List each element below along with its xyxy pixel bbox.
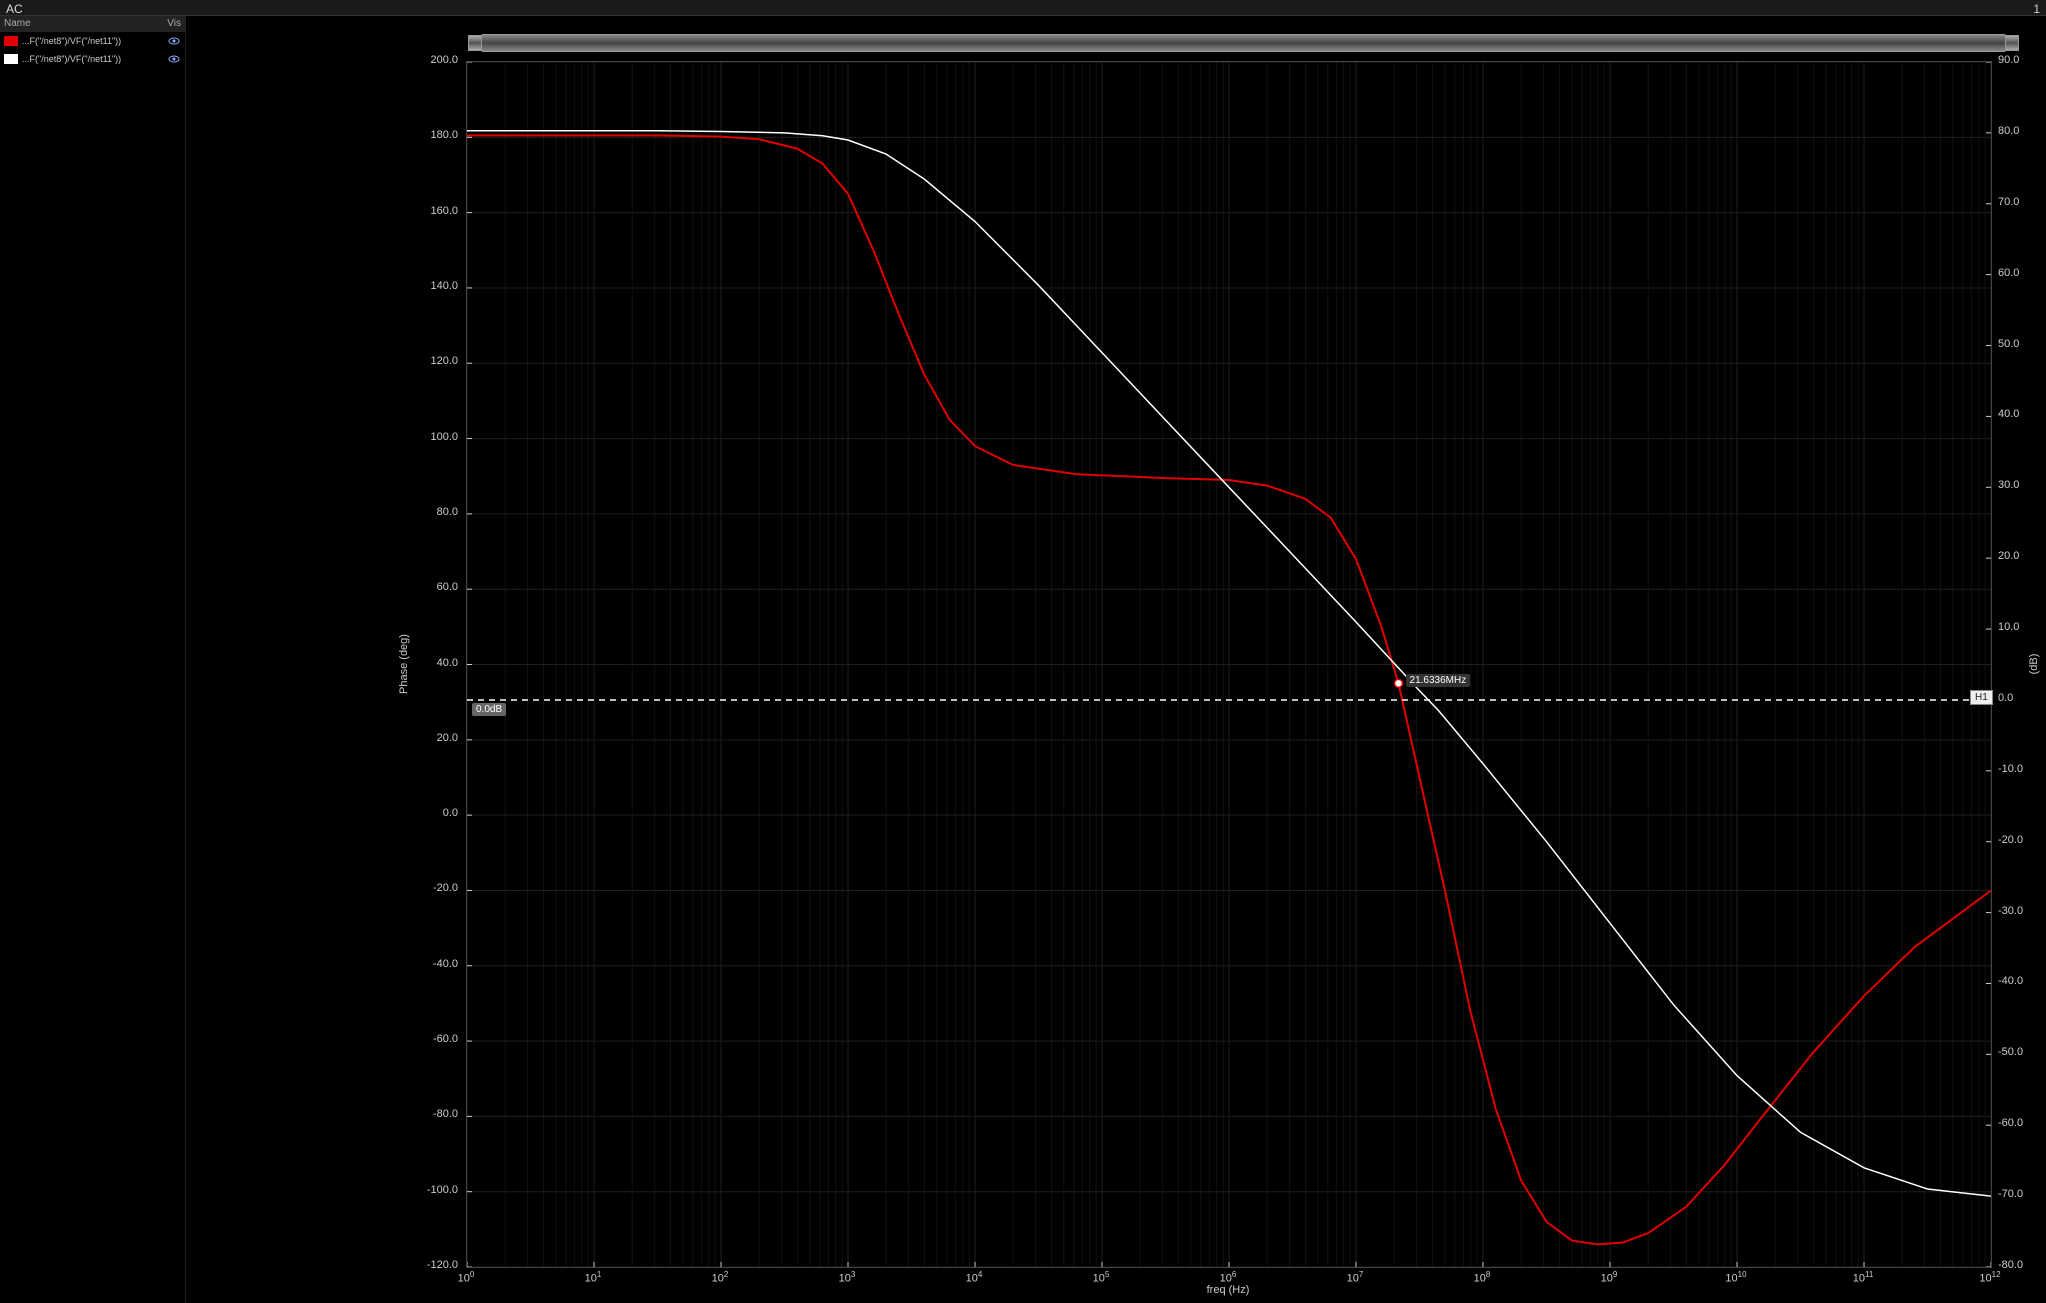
chart-area: 100 101 102 103 104 105 106 107 108 109 1010 1011 10… xyxy=(186,16,2046,1303)
x-tick-label: 107 xyxy=(1347,1270,1364,1285)
legend-swatch xyxy=(4,36,18,46)
y-left-tick-label: -60.0 xyxy=(433,1033,458,1045)
zero-db-badge[interactable]: 0.0dB xyxy=(472,703,506,716)
legend-item[interactable]: ...F("/net8")/VF("/net11")) xyxy=(0,50,185,68)
legend-item[interactable]: ...F("/net8")/VF("/net11")) xyxy=(0,32,185,50)
x-tick-label: 104 xyxy=(966,1270,983,1285)
x-tick-label: 100 xyxy=(458,1270,475,1285)
y-left-tick-label: 140.0 xyxy=(430,280,458,292)
legend-col-vis: Vis xyxy=(155,16,185,32)
y-right-tick-label: 90.0 xyxy=(1998,54,2019,66)
y-right-tick-label: 40.0 xyxy=(1998,408,2019,420)
y-right-tick-label: 60.0 xyxy=(1998,267,2019,279)
y-left-tick-label: -40.0 xyxy=(433,958,458,970)
window-title: AC xyxy=(6,2,23,16)
h-marker-badge[interactable]: H1 xyxy=(1970,690,1993,705)
y-right-tick-label: -60.0 xyxy=(1998,1117,2023,1129)
y-left-tick-label: -20.0 xyxy=(433,882,458,894)
bode-plot[interactable] xyxy=(466,61,1992,1268)
y-left-tick-label: 60.0 xyxy=(437,581,458,593)
y-right-tick-label: -40.0 xyxy=(1998,975,2023,987)
y-left-tick-label: -80.0 xyxy=(433,1108,458,1120)
y-right-tick-label: 80.0 xyxy=(1998,125,2019,137)
y-left-tick-label: 160.0 xyxy=(430,205,458,217)
legend-label: ...F("/net8")/VF("/net11")) xyxy=(22,54,163,64)
legend-swatch xyxy=(4,54,18,64)
y-right-axis-title: (dB) xyxy=(2028,653,2040,674)
y-right-tick-label: -50.0 xyxy=(1998,1046,2023,1058)
y-left-tick-label: 40.0 xyxy=(437,657,458,669)
x-tick-label: 106 xyxy=(1220,1270,1237,1285)
y-right-tick-label: -10.0 xyxy=(1998,763,2023,775)
marker-point[interactable] xyxy=(1395,679,1403,687)
x-tick-label: 101 xyxy=(585,1270,602,1285)
y-left-tick-label: 120.0 xyxy=(430,355,458,367)
x-tick-label: 1011 xyxy=(1853,1270,1874,1285)
y-left-tick-label: 0.0 xyxy=(443,807,458,819)
y-left-tick-label: -120.0 xyxy=(427,1259,458,1271)
y-right-tick-label: -30.0 xyxy=(1998,905,2023,917)
y-right-tick-label: 30.0 xyxy=(1998,479,2019,491)
visibility-icon[interactable] xyxy=(167,52,181,66)
x-tick-label: 103 xyxy=(839,1270,856,1285)
legend-label: ...F("/net8")/VF("/net11")) xyxy=(22,36,163,46)
y-right-tick-label: 0.0 xyxy=(1998,692,2013,704)
y-left-tick-label: 180.0 xyxy=(430,129,458,141)
y-right-tick-label: -80.0 xyxy=(1998,1259,2023,1271)
y-left-tick-label: -100.0 xyxy=(427,1184,458,1196)
y-right-tick-label: -20.0 xyxy=(1998,834,2023,846)
y-right-tick-label: 10.0 xyxy=(1998,621,2019,633)
x-tick-label: 102 xyxy=(712,1270,729,1285)
y-left-axis-title: Phase (deg) xyxy=(398,634,410,694)
corner-number: 1 xyxy=(2033,2,2040,16)
y-right-tick-label: 70.0 xyxy=(1998,196,2019,208)
y-right-tick-label: 20.0 xyxy=(1998,550,2019,562)
y-left-tick-label: 200.0 xyxy=(430,54,458,66)
y-right-tick-label: -70.0 xyxy=(1998,1188,2023,1200)
legend-panel: Name Vis ...F("/net8")/VF("/net11")) ...… xyxy=(0,16,186,1303)
x-tick-label: 108 xyxy=(1474,1270,1491,1285)
x-tick-label: 105 xyxy=(1093,1270,1110,1285)
x-tick-label: 1012 xyxy=(1979,1270,2000,1285)
y-left-tick-label: 80.0 xyxy=(437,506,458,518)
y-left-tick-label: 20.0 xyxy=(437,732,458,744)
horizontal-scrollbar[interactable] xyxy=(481,34,2006,52)
legend-header: Name Vis xyxy=(0,16,185,32)
x-tick-label: 1010 xyxy=(1725,1270,1746,1285)
marker-label[interactable]: 21.6336MHz xyxy=(1406,674,1471,687)
x-tick-label: 109 xyxy=(1601,1270,1618,1285)
y-left-tick-label: 100.0 xyxy=(430,431,458,443)
legend-col-name: Name xyxy=(0,16,155,32)
x-axis-title: freq (Hz) xyxy=(1207,1284,1250,1296)
visibility-icon[interactable] xyxy=(167,34,181,48)
y-right-tick-label: 50.0 xyxy=(1998,338,2019,350)
